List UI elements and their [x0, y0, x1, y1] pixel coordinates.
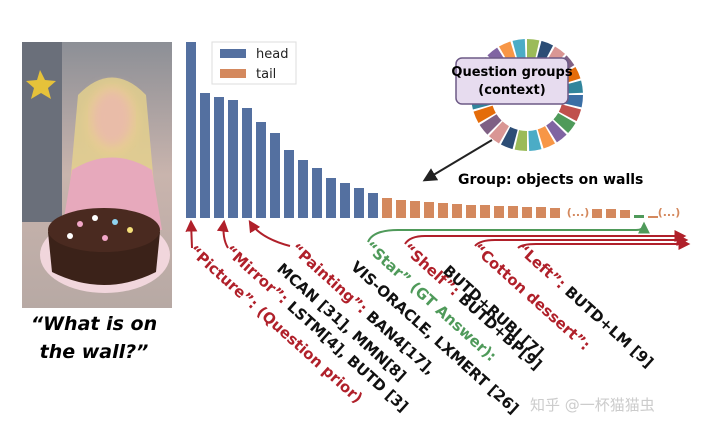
donut-segment [546, 120, 567, 143]
donut-segment [527, 39, 540, 60]
bar [606, 209, 616, 218]
legend-swatch [220, 49, 246, 58]
gap-label: (...) [567, 206, 590, 219]
bar [522, 207, 532, 218]
bar [508, 206, 518, 218]
photo [22, 42, 172, 308]
bar [312, 168, 322, 218]
bar [396, 200, 406, 218]
donut-segment [479, 114, 502, 135]
bar [550, 208, 560, 218]
bar [466, 205, 476, 218]
donut-segment [528, 129, 542, 151]
bar [368, 193, 378, 218]
bar [214, 97, 224, 218]
donut-segment [553, 113, 576, 134]
context-subtitle: (context) [478, 83, 545, 98]
bar [284, 150, 294, 218]
bar [354, 188, 364, 218]
bar [592, 209, 602, 218]
bar [620, 210, 630, 218]
watermark: 知乎 @一杯猫猫虫 [530, 396, 655, 414]
legend-swatch [220, 69, 246, 78]
bar [298, 160, 308, 218]
bar [382, 198, 392, 218]
bar [326, 178, 336, 218]
donut-segment [558, 104, 582, 122]
bar [228, 100, 238, 218]
bar [200, 93, 210, 218]
bar [536, 207, 546, 218]
connectors [185, 219, 691, 250]
context-title: Question groups [451, 65, 572, 80]
bar [634, 215, 644, 218]
bar [494, 206, 504, 218]
legend-label: head [256, 47, 288, 62]
bar [424, 202, 434, 218]
donut-segment [512, 39, 526, 61]
bar [452, 204, 462, 218]
bar [186, 42, 196, 218]
bar [242, 108, 252, 218]
bar [270, 133, 280, 218]
bar [256, 122, 266, 218]
donut-segment [514, 130, 527, 151]
donut-segment [473, 105, 496, 123]
bar [410, 201, 420, 218]
bar [340, 183, 350, 218]
bar [480, 205, 490, 218]
donut-segment [500, 126, 518, 150]
group-arrow [422, 139, 493, 182]
bar [648, 216, 658, 218]
caption-line: “What is on [31, 313, 157, 335]
gap-label: (...) [658, 206, 681, 219]
caption-line: the wall?” [40, 341, 149, 363]
context-box [455, 57, 569, 105]
donut-segment [537, 126, 555, 149]
legend-label: tail [256, 67, 276, 82]
legend: head tail [211, 41, 297, 85]
donut-segment [488, 121, 509, 144]
group-label: Group: objects on walls [458, 172, 643, 188]
bar [438, 203, 448, 218]
